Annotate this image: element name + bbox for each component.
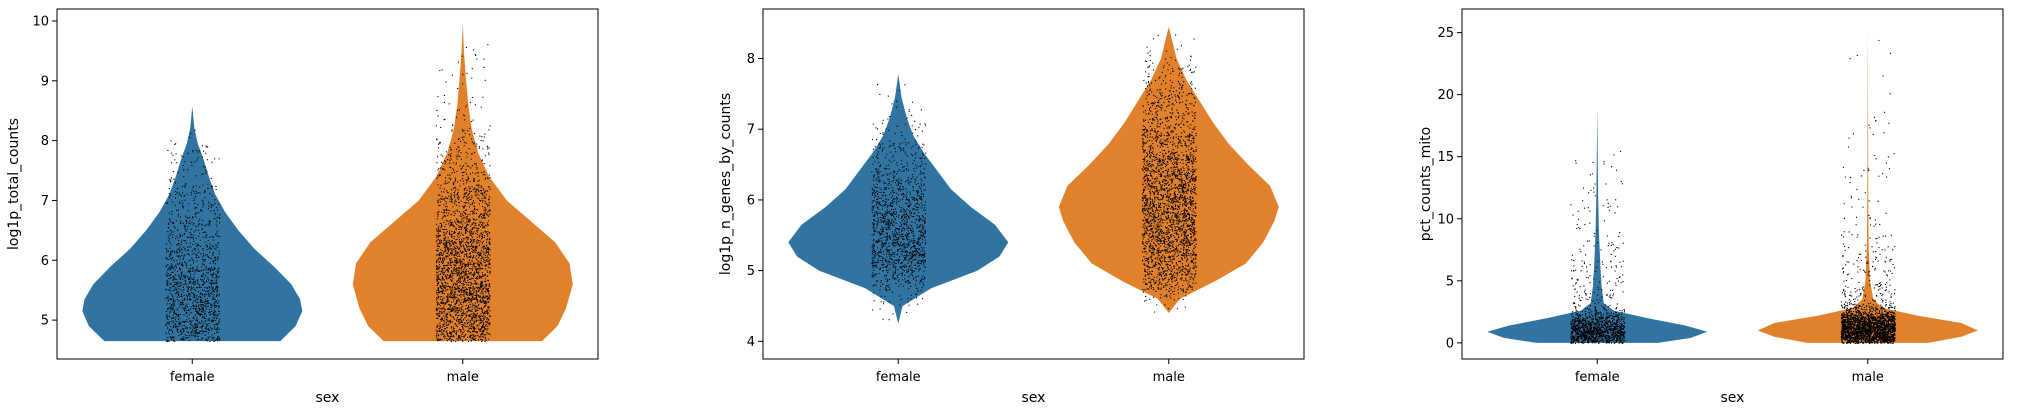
- violin-male: [352, 22, 573, 342]
- jitter-points-male: [1840, 39, 1896, 344]
- x-tick-label-male: male: [1153, 370, 1185, 385]
- jitter-points-female: [165, 129, 221, 343]
- axes-frame: [56, 8, 599, 360]
- y-tick-label: 7: [41, 194, 49, 209]
- y-tick-label: 6: [747, 193, 755, 208]
- violin-panel-2: 4 5 6 7 8 female male sex log1p_n_genes_by_count…: [718, 8, 1305, 406]
- jitter-points-female: [1570, 150, 1626, 344]
- axes-frame: [1461, 8, 2004, 360]
- y-tick-label: 20: [1437, 88, 1454, 103]
- x-tick-label-female: female: [170, 370, 215, 385]
- y-tick-label: 5: [1446, 274, 1454, 289]
- x-tick-label-male: male: [1852, 370, 1884, 385]
- y-axis-label: pct_counts_mito: [1418, 127, 1434, 241]
- x-tick-label-female: female: [1575, 370, 1620, 385]
- violin-panel-1: 5 6 7 8 9 10 female male sex log1p_total_counts: [6, 8, 599, 406]
- jitter-points-male: [1141, 34, 1197, 313]
- axes-frame: [762, 8, 1305, 360]
- y-tick-label: 9: [41, 74, 49, 89]
- y-tick-label: 10: [1437, 212, 1454, 227]
- x-tick-label-female: female: [876, 370, 921, 385]
- x-axis-label: sex: [1721, 390, 1745, 406]
- x-tick-label-male: male: [447, 370, 479, 385]
- y-tick-label: 0: [1446, 336, 1454, 351]
- y-tick-label: 6: [41, 254, 49, 269]
- y-tick-label: 5: [41, 314, 49, 329]
- y-tick-label: 25: [1437, 26, 1454, 41]
- y-tick-label: 7: [747, 123, 755, 138]
- jitter-points-female: [871, 84, 927, 321]
- violin-male: [1757, 25, 1978, 343]
- x-axis-label: sex: [316, 390, 340, 406]
- y-tick-label: 10: [32, 14, 49, 29]
- jitter-points-male: [435, 44, 491, 343]
- y-tick-label: 4: [747, 335, 755, 350]
- y-axis-label: log1p_total_counts: [6, 118, 22, 250]
- y-axis-label: log1p_n_genes_by_counts: [718, 93, 734, 275]
- violin-female: [82, 106, 303, 342]
- y-tick-label: 8: [747, 52, 755, 67]
- violin-panel-3: 0 5 10 15 20 25 female male sex pct_counts_mito: [1418, 8, 2004, 406]
- violin-female: [1487, 107, 1708, 343]
- x-axis-label: sex: [1022, 390, 1046, 406]
- y-tick-label: 8: [41, 134, 49, 149]
- y-tick-label: 15: [1437, 150, 1454, 165]
- y-tick-label: 5: [747, 264, 755, 279]
